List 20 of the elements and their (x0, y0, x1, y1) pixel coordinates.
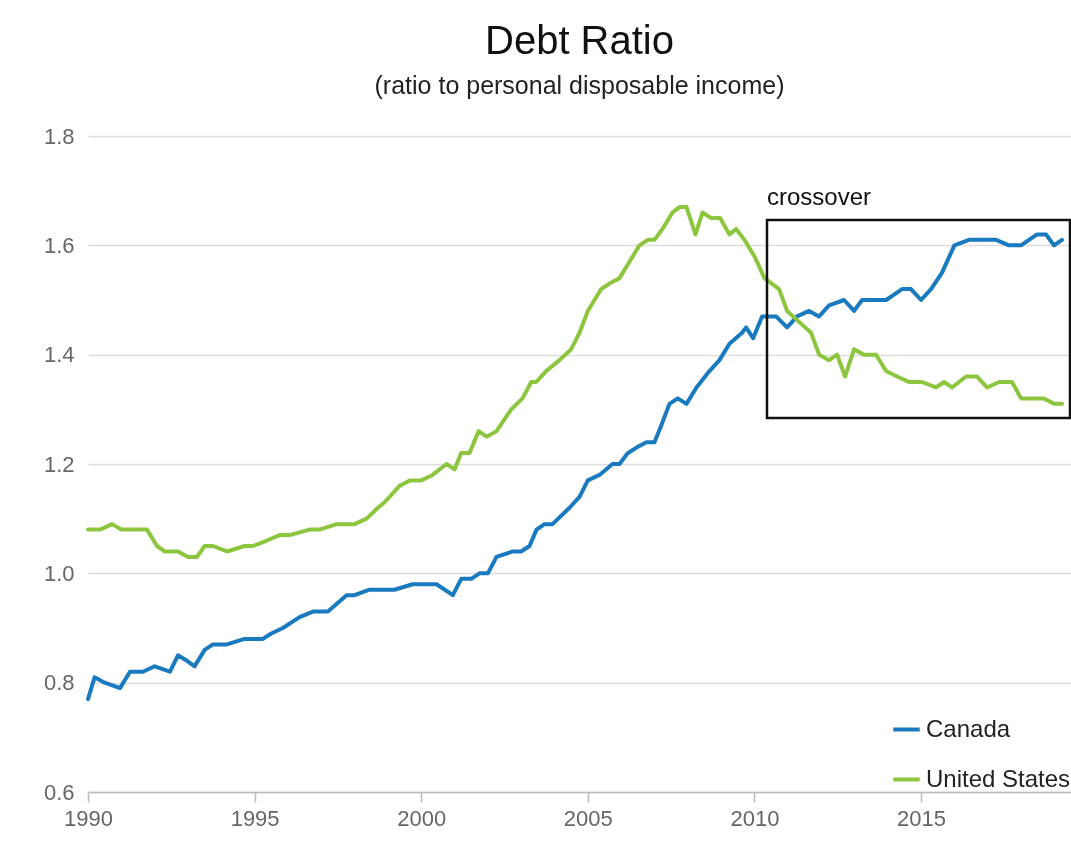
chart-subtitle: (ratio to personal disposable income) (374, 71, 785, 99)
x-tick-label: 2000 (397, 805, 447, 831)
x-tick-label: 2010 (730, 805, 780, 831)
legend-label: Canada (926, 714, 1011, 742)
x-tick-label: 2005 (563, 805, 613, 831)
y-tick-label: 1.8 (43, 123, 75, 149)
x-tick-label: 2015 (897, 805, 947, 831)
chart-title: Debt Ratio (485, 18, 674, 62)
legend-label: United States (926, 764, 1071, 792)
y-tick-label: 1.0 (43, 560, 75, 586)
x-tick-label: 1995 (230, 805, 280, 831)
line-series (86, 232, 1064, 702)
y-tick-label: 0.6 (43, 779, 75, 805)
x-tick-label: 1990 (64, 805, 113, 831)
y-tick-label: 1.6 (43, 232, 75, 258)
y-tick-label: 0.8 (43, 670, 75, 696)
annotation: crossover (767, 183, 872, 210)
y-tick-label: 1.2 (43, 451, 75, 477)
y-tick-label: 1.4 (43, 342, 75, 368)
line-series (86, 205, 1064, 559)
